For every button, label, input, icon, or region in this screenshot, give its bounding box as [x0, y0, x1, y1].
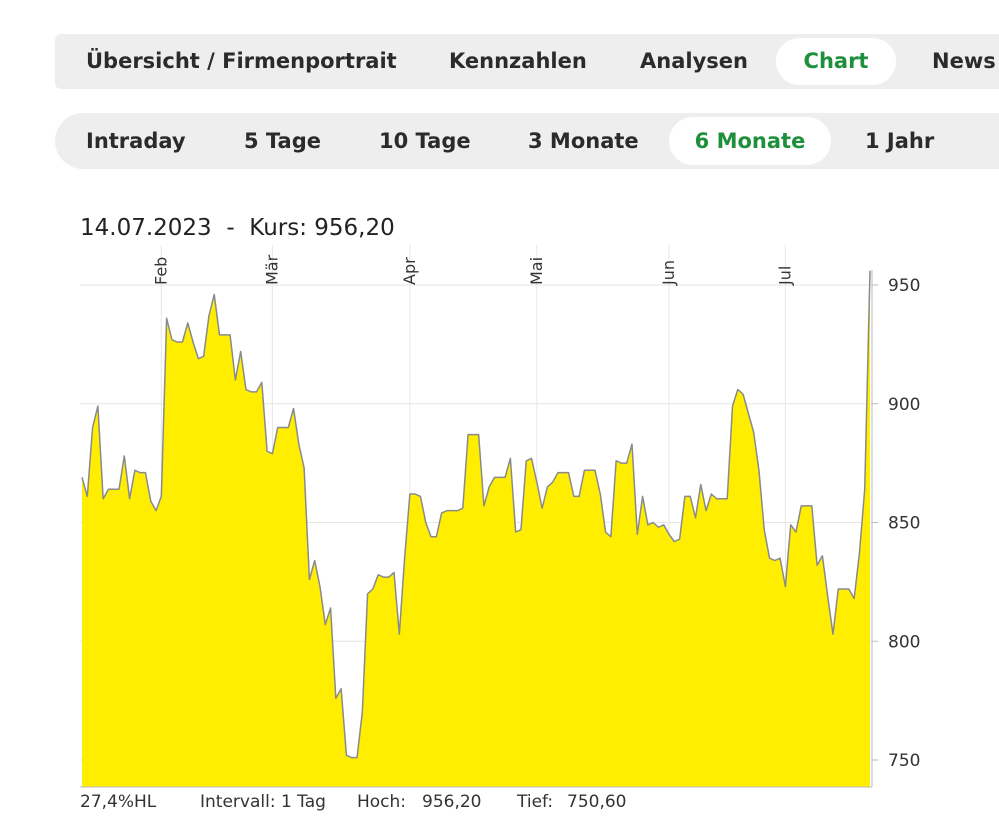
y-tick-label: 900 [888, 395, 920, 415]
footer-high-value: 956,20 [422, 792, 482, 812]
month-label: Mär [262, 254, 281, 285]
footer-low-value: 750,60 [567, 792, 627, 812]
section-tab-bar: Übersicht / Firmenportrait Kennzahlen An… [55, 34, 999, 89]
range-intraday[interactable]: Intraday [86, 129, 186, 153]
range-1-jahr[interactable]: 1 Jahr [865, 129, 935, 153]
range-5-tage[interactable]: 5 Tage [244, 129, 321, 153]
range-6-monate[interactable]: 6 Monate [669, 117, 831, 165]
month-label: Jun [659, 260, 678, 286]
month-label: Mai [527, 257, 546, 285]
footer-hl: 27,4%HL [80, 792, 157, 812]
month-label: Feb [151, 257, 170, 285]
tab-analysen[interactable]: Analysen [640, 49, 748, 73]
y-tick-label: 750 [888, 751, 920, 771]
footer-interval: Intervall: 1 Tag [200, 792, 326, 812]
quote-date: 14.07.2023 [80, 215, 212, 241]
y-tick-label: 800 [888, 632, 920, 652]
y-tick-label: 950 [888, 276, 920, 296]
range-3-monate[interactable]: 3 Monate [528, 129, 639, 153]
month-label: Jul [775, 266, 794, 286]
series-line [81, 270, 871, 759]
tab-chart[interactable]: Chart [776, 38, 896, 85]
quote-line: 14.07.2023 - Kurs: 956,20 [80, 215, 395, 241]
range-10-tage[interactable]: 10 Tage [379, 129, 471, 153]
series-area [82, 270, 870, 787]
month-label: Apr [400, 257, 419, 285]
tab-overview[interactable]: Übersicht / Firmenportrait [86, 49, 397, 73]
tab-kennzahlen[interactable]: Kennzahlen [449, 49, 587, 73]
y-tick-label: 850 [888, 514, 920, 534]
footer-low-label: Tief: [517, 792, 554, 812]
quote-label: Kurs: [249, 215, 307, 241]
quote-separator: - [226, 215, 235, 241]
time-range-bar: Intraday 5 Tage 10 Tage 3 Monate 6 Monat… [55, 113, 999, 169]
footer-high-label: Hoch: [357, 792, 407, 812]
tab-news[interactable]: News [932, 49, 996, 73]
quote-value: 956,20 [314, 215, 395, 241]
